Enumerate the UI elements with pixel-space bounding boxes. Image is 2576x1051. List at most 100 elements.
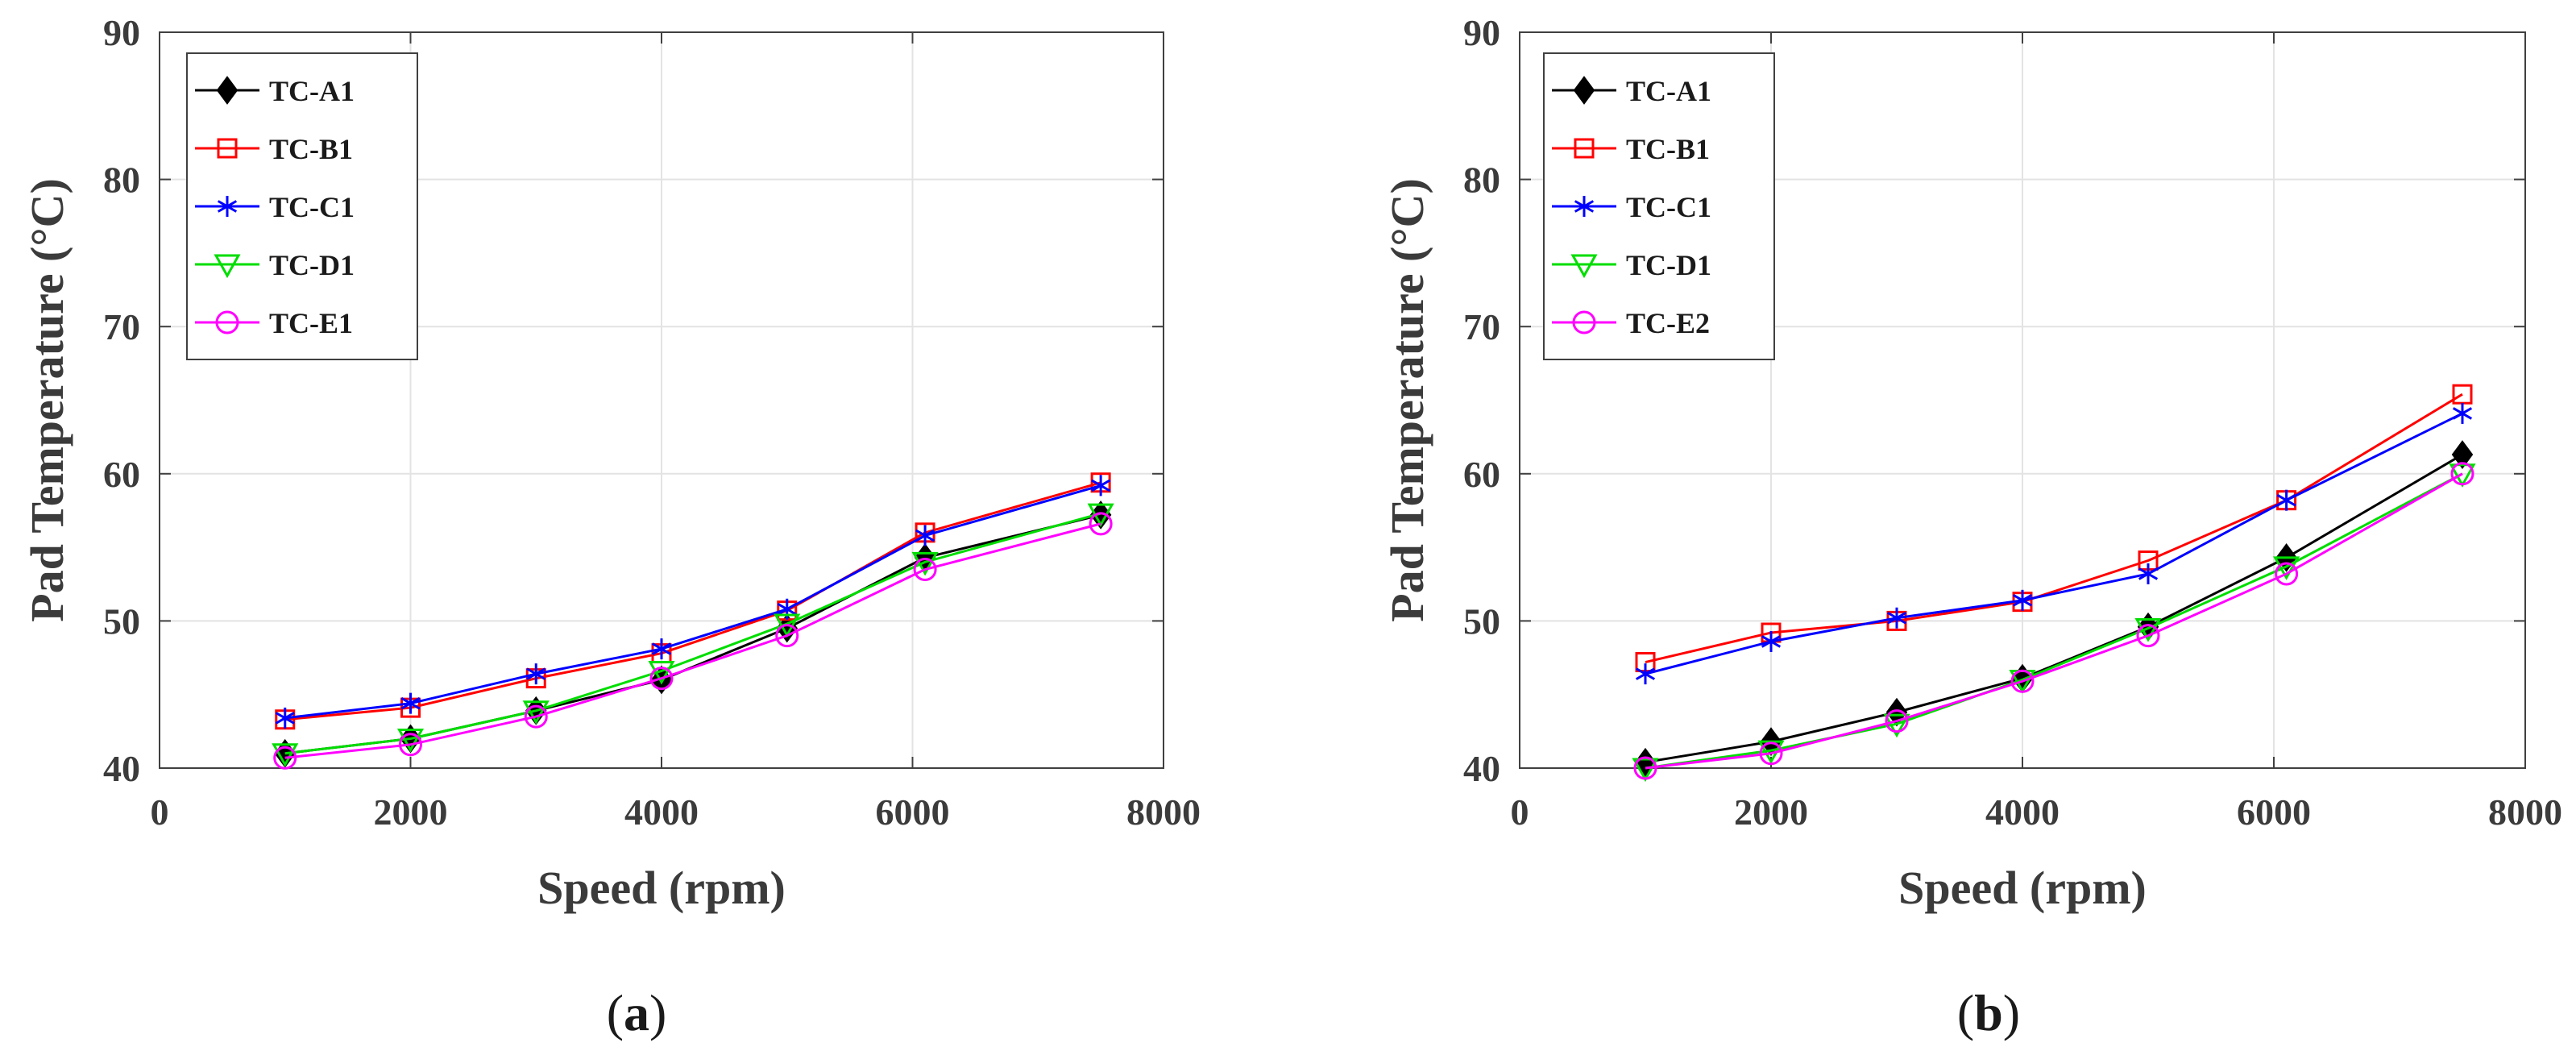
data-point: [2134, 618, 2162, 642]
data-point: [775, 624, 799, 648]
data-point: [2010, 669, 2035, 693]
legend-marker: [215, 310, 239, 334]
series-line: [1645, 472, 2463, 770]
data-point: [2276, 489, 2296, 511]
y-tick-label: 70: [103, 306, 140, 347]
x-tick-label: 4000: [624, 791, 699, 833]
data-point: [1632, 758, 1659, 783]
legend-label: TC-C1: [269, 191, 355, 223]
legend-marker: [1574, 138, 1595, 159]
legend-entry: TC-B1: [1552, 133, 1710, 165]
data-point: [1885, 697, 1908, 727]
data-point: [2138, 563, 2159, 584]
data-point: [1883, 713, 1910, 738]
legend: TC-A1 TC-B1 TC-C1 TC-D1 TC-E2: [1543, 52, 1775, 360]
legend-label: TC-B1: [269, 133, 353, 165]
y-tick-label: 80: [103, 160, 140, 201]
legend-marker: [214, 254, 241, 279]
data-point: [1634, 747, 1657, 777]
data-point: [649, 667, 674, 691]
legend-label: TC-A1: [1626, 75, 1711, 107]
y-tick-label: 50: [1463, 600, 1500, 642]
legend-label: TC-C1: [1626, 191, 1711, 223]
legend-marker: [217, 196, 238, 217]
x-tick-label: 0: [1511, 791, 1529, 833]
series-line: [1645, 472, 2463, 770]
x-axis-title: Speed (rpm): [537, 862, 786, 914]
data-point: [1885, 709, 1909, 733]
series-line: [284, 522, 1101, 759]
legend-entry: TC-A1: [1552, 75, 1711, 107]
data-point: [1089, 501, 1112, 530]
data-point: [1091, 475, 1111, 496]
data-point: [2012, 589, 2033, 611]
x-tick-label: 2000: [1734, 791, 1808, 833]
y-tick-label: 60: [103, 454, 140, 495]
legend-entry: TC-E2: [1552, 307, 1710, 339]
chart-panel-a: 0 2000 4000 6000 8000 40 50 60 70 80 90 Speed (rpm)…: [21, 12, 1201, 914]
data-point: [272, 743, 299, 767]
y-tick-label: 90: [103, 12, 140, 53]
legend: TC-A1 TC-B1 TC-C1 TC-D1 TC-E1: [186, 52, 418, 360]
legend-entry: TC-C1: [1552, 191, 1711, 223]
series-line: [284, 512, 1101, 755]
data-point: [273, 746, 297, 770]
data-point: [2451, 440, 2474, 469]
panel-label-a: (a): [607, 984, 667, 1041]
legend-marker: [1574, 196, 1595, 217]
data-point: [1761, 630, 1782, 652]
y-tick-label: 80: [1463, 160, 1500, 201]
x-tick-label: 6000: [876, 791, 950, 833]
y-tick-label: 90: [1463, 12, 1500, 53]
legend-label: TC-E1: [269, 307, 353, 339]
y-tick-label: 60: [1463, 454, 1500, 495]
data-point: [2450, 462, 2474, 486]
data-point: [911, 551, 939, 576]
legend-marker: [1570, 254, 1598, 279]
data-point: [913, 557, 937, 581]
series-TC-C1: [1635, 402, 2473, 685]
data-point: [526, 663, 546, 685]
x-tick-label: 0: [151, 791, 169, 833]
chart-panel-b: 0 2000 4000 6000 8000 40 50 60 70 80 90 Speed (rpm)…: [1381, 12, 2562, 914]
legend-label: TC-D1: [1626, 249, 1711, 281]
x-tick-label: 8000: [1126, 791, 1201, 833]
y-tick-label: 40: [103, 748, 140, 789]
y-axis-title: Pad Temperature (°C): [21, 178, 73, 622]
legend-label: TC-B1: [1626, 133, 1710, 165]
data-point: [651, 638, 672, 660]
legend-label: TC-A1: [269, 75, 355, 107]
data-point: [915, 525, 935, 546]
data-point: [2449, 463, 2476, 488]
y-tick-label: 40: [1463, 748, 1500, 789]
series-TC-C1: [275, 475, 1111, 729]
x-tick-label: 6000: [2237, 791, 2311, 833]
legend-marker: [217, 138, 238, 159]
x-axis-title: Speed (rpm): [1898, 862, 2147, 914]
panel-label-b: (b): [1957, 984, 2020, 1041]
legend-entry: TC-A1: [195, 75, 355, 107]
data-point: [1759, 742, 1783, 766]
legend-marker: [1573, 76, 1595, 105]
y-axis-title: Pad Temperature (°C): [1381, 178, 1433, 622]
data-point: [1635, 663, 1656, 685]
data-point: [648, 660, 675, 685]
data-point: [1886, 607, 1907, 629]
data-point: [400, 692, 421, 714]
data-point: [524, 704, 548, 729]
legend-entry: TC-E1: [195, 307, 353, 339]
data-point: [2452, 402, 2473, 424]
x-tick-label: 8000: [2488, 791, 2562, 833]
legend-entry: TC-D1: [195, 249, 355, 281]
data-point: [399, 733, 422, 757]
data-point: [396, 728, 425, 753]
legend-marker: [216, 76, 239, 105]
legend-entry: TC-C1: [195, 191, 355, 223]
data-point: [522, 700, 550, 725]
legend-label: TC-E2: [1626, 307, 1710, 339]
data-point: [275, 707, 295, 729]
x-tick-label: 4000: [1985, 791, 2060, 833]
legend-entry: TC-B1: [195, 133, 353, 165]
series-TC-D1: [272, 503, 1114, 767]
data-point: [2275, 562, 2299, 586]
